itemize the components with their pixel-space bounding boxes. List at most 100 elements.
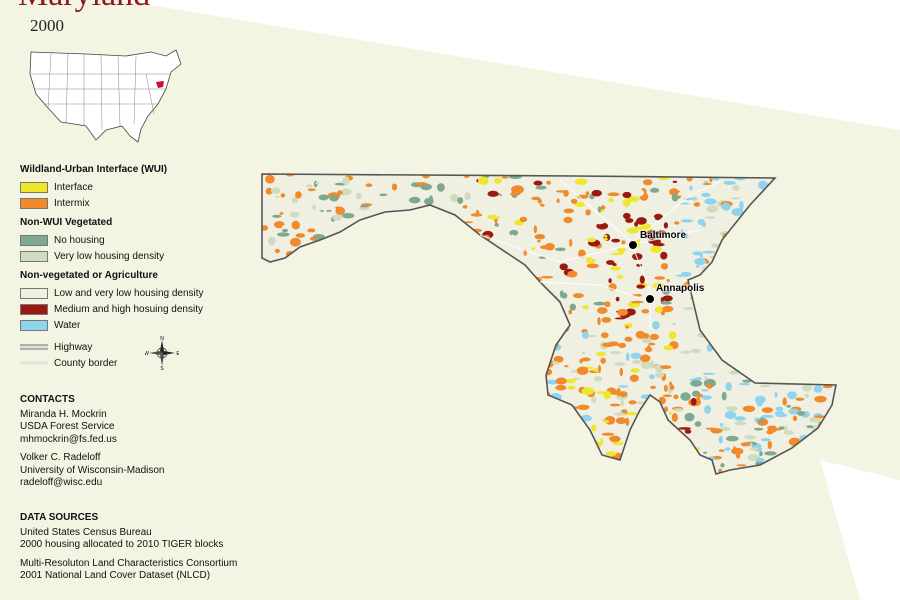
- landcover-patch: [519, 428, 524, 435]
- landcover-patch: [576, 366, 589, 375]
- landcover-patch: [519, 192, 531, 199]
- landcover-patch: [675, 450, 685, 454]
- landcover-patch: [540, 401, 551, 407]
- landcover-patch: [281, 347, 288, 354]
- landcover-patch: [762, 311, 767, 319]
- landcover-patch: [287, 296, 293, 305]
- legend-label: Water: [54, 319, 81, 331]
- landcover-patch: [262, 358, 272, 365]
- landcover-patch: [519, 398, 529, 401]
- landcover-patch: [475, 301, 480, 306]
- landcover-patch: [415, 220, 426, 228]
- landcover-patch: [273, 415, 282, 422]
- legend-label: Low and very low housing density: [54, 287, 204, 299]
- landcover-patch: [670, 460, 679, 467]
- landcover-patch: [342, 213, 355, 219]
- landcover-patch: [652, 282, 665, 290]
- landcover-patch: [346, 240, 358, 245]
- landcover-patch: [683, 307, 694, 310]
- landcover-patch: [309, 346, 318, 349]
- landcover-patch: [284, 349, 296, 355]
- landcover-patch: [756, 298, 761, 302]
- landcover-patch: [624, 336, 633, 342]
- landcover-patch: [833, 236, 836, 243]
- landcover-patch: [488, 443, 497, 448]
- landcover-patch: [414, 413, 427, 417]
- very-low-swatch: [20, 250, 48, 262]
- landcover-patch: [471, 336, 483, 343]
- landcover-patch: [737, 285, 743, 293]
- landcover-patch: [461, 284, 471, 290]
- landcover-patch: [808, 323, 815, 329]
- landcover-patch: [368, 280, 375, 285]
- landcover-patch: [532, 370, 545, 375]
- landcover-patch: [326, 424, 340, 427]
- landcover-patch: [659, 444, 665, 448]
- landcover-patch: [485, 338, 489, 344]
- contact-person-2: Volker C. Radeloff University of Wiscons…: [20, 452, 165, 490]
- landcover-patch: [701, 192, 711, 197]
- contact-email[interactable]: radeloff@wisc.edu: [20, 477, 103, 488]
- landcover-patch: [409, 196, 421, 204]
- landcover-patch: [386, 251, 391, 259]
- landcover-patch: [737, 287, 750, 293]
- landcover-patch: [375, 381, 383, 384]
- landcover-patch: [826, 440, 834, 449]
- landcover-patch: [597, 307, 608, 314]
- landcover-patch: [375, 187, 383, 191]
- landcover-patch: [457, 403, 469, 412]
- landcover-patch: [794, 310, 803, 313]
- landcover-patch: [782, 397, 787, 406]
- landcover-patch: [349, 425, 360, 434]
- landcover-patch: [786, 404, 791, 408]
- landcover-patch: [632, 455, 637, 460]
- landcover-patch: [704, 180, 709, 184]
- landcover-patch: [270, 400, 280, 408]
- legend-item-highway: Highway: [20, 339, 260, 355]
- landcover-patch: [420, 325, 427, 331]
- landcover-patch: [490, 399, 500, 406]
- landcover-patch: [379, 193, 388, 197]
- landcover-patch: [719, 423, 724, 427]
- landcover-patch: [469, 235, 473, 239]
- landcover-patch: [319, 419, 329, 425]
- landcover-patch: [509, 455, 514, 461]
- landcover-patch: [289, 332, 298, 335]
- landcover-patch: [813, 209, 827, 215]
- landcover-patch: [301, 348, 305, 351]
- landcover-patch: [507, 210, 519, 213]
- landcover-patch: [511, 368, 523, 377]
- landcover-patch: [363, 423, 371, 433]
- landcover-patch: [614, 362, 626, 366]
- landcover-patch: [749, 216, 763, 221]
- landcover-patch: [343, 287, 349, 294]
- landcover-patch: [610, 253, 624, 255]
- landcover-patch: [662, 394, 672, 398]
- contacts-section: CONTACTS Miranda H. Mockrin USDA Forest …: [20, 394, 165, 496]
- landcover-patch: [436, 290, 442, 292]
- landcover-patch: [571, 431, 580, 440]
- landcover-patch: [404, 370, 412, 375]
- landcover-patch: [371, 392, 377, 400]
- landcover-patch: [494, 339, 505, 343]
- source-line: 2000 housing allocated to 2010 TIGER blo…: [20, 539, 224, 550]
- landcover-patch: [671, 413, 678, 422]
- landcover-patch: [735, 452, 741, 459]
- landcover-patch: [399, 448, 404, 452]
- landcover-patch: [761, 407, 774, 413]
- landcover-patch: [814, 395, 827, 403]
- landcover-patch: [488, 351, 495, 358]
- landcover-patch: [633, 458, 642, 461]
- landcover-patch: [702, 250, 716, 254]
- landcover-patch: [280, 193, 286, 198]
- contact-email[interactable]: mhmockrin@fs.fed.us: [20, 433, 117, 445]
- landcover-patch: [782, 245, 792, 248]
- map-year: 2000: [30, 16, 64, 35]
- landcover-patch: [285, 385, 290, 395]
- landcover-patch: [479, 314, 489, 319]
- landcover-patch: [427, 454, 435, 461]
- landcover-patch: [419, 372, 426, 375]
- landcover-patch: [759, 417, 765, 424]
- landcover-patch: [458, 410, 469, 418]
- landcover-patch: [560, 406, 565, 411]
